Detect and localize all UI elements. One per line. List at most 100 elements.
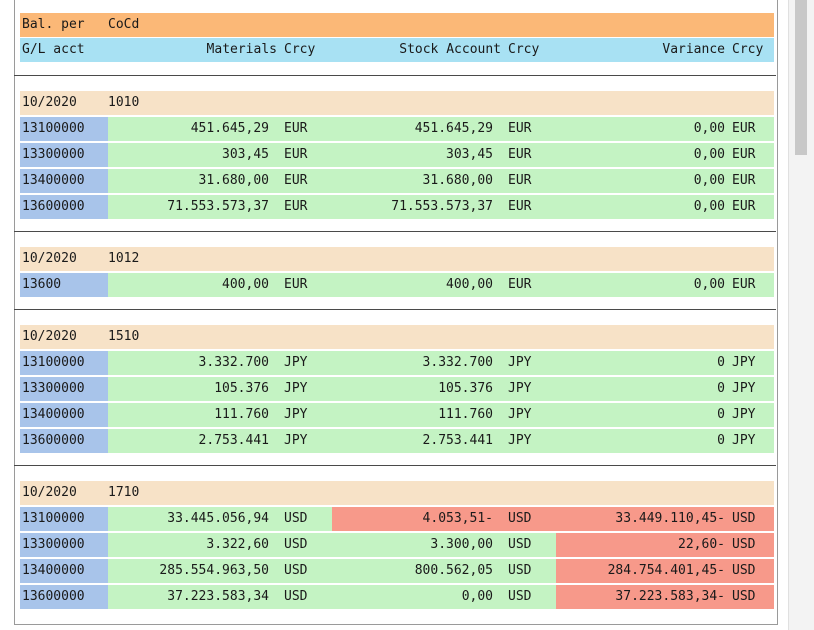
gl-account-cell[interactable]: 13400000 <box>20 169 108 193</box>
materials-cell: 2.753.441 JPY <box>108 429 332 453</box>
stock-account-cell: 0,00 USD <box>332 585 556 609</box>
period: 10/2020 <box>22 251 77 266</box>
materials-currency: EUR <box>284 199 308 214</box>
materials-currency: USD <box>284 511 308 526</box>
scrollbar-thumb[interactable] <box>795 0 807 155</box>
table-row[interactable]: 13100000 451.645,29 EUR 451.645,29 EUR 0,00 EU… <box>20 117 774 141</box>
stock-currency: EUR <box>508 173 532 188</box>
materials-cell: 71.553.573,37 EUR <box>108 195 332 219</box>
stock-amount: 451.645,29 <box>414 121 493 136</box>
gl-account-cell[interactable]: 13400000 <box>20 559 108 583</box>
gl-account: 13100000 <box>22 121 85 136</box>
col-crcy-stock[interactable]: Crcy <box>508 42 540 57</box>
gl-account-cell[interactable]: 13400000 <box>20 403 108 427</box>
variance-currency: EUR <box>732 121 756 136</box>
company-code: 1010 <box>108 95 140 110</box>
materials-amount: 71.553.573,37 <box>167 199 269 214</box>
gl-account-cell[interactable]: 13600000 <box>20 195 108 219</box>
table-row[interactable]: 13600000 71.553.573,37 EUR 71.553.573,37 EUR… <box>20 195 774 219</box>
stock-currency: JPY <box>508 355 532 370</box>
stock-account-cell: 111.760 JPY <box>332 403 556 427</box>
gl-account-cell[interactable]: 13100000 <box>20 351 108 375</box>
table-row[interactable]: 13600000 2.753.441 JPY 2.753.441 JPY 0 JPY <box>20 429 774 453</box>
table-row[interactable]: 13400000 31.680,00 EUR 31.680,00 EUR 0,00 EUR <box>20 169 774 193</box>
gl-account-cell[interactable]: 13300000 <box>20 533 108 557</box>
materials-cell: 3.322,60 USD <box>108 533 332 557</box>
col-materials[interactable]: Materials <box>206 42 277 57</box>
materials-cell: 303,45 EUR <box>108 143 332 167</box>
stock-account-cell: 400,00 EUR <box>332 273 556 297</box>
materials-amount: 37.223.583,34 <box>167 589 269 604</box>
gl-account: 13300000 <box>22 381 85 396</box>
materials-currency: EUR <box>284 121 308 136</box>
col-gl-acct[interactable]: G/L acct <box>22 42 85 57</box>
materials-currency: EUR <box>284 147 308 162</box>
materials-currency: JPY <box>284 381 308 396</box>
variance-cell: 37.223.583,34- USD <box>556 585 774 609</box>
variance-cell: 33.449.110,45- USD <box>556 507 774 531</box>
variance-amount: 0,00 <box>693 147 725 162</box>
gl-account: 13400000 <box>22 563 85 578</box>
stock-currency: USD <box>508 511 532 526</box>
col-variance[interactable]: Variance <box>662 42 725 57</box>
materials-currency: USD <box>284 589 308 604</box>
stock-amount: 303,45 <box>446 147 493 162</box>
table-row[interactable]: 13300000 303,45 EUR 303,45 EUR 0,00 EUR <box>20 143 774 167</box>
vertical-scrollbar[interactable] <box>788 0 814 630</box>
col-crcy-variance[interactable]: Crcy <box>732 42 764 57</box>
table-row[interactable]: 13300000 3.322,60 USD 3.300,00 USD 22,60- USD <box>20 533 774 557</box>
stock-currency: JPY <box>508 433 532 448</box>
stock-amount: 4.053,51- <box>422 511 493 526</box>
variance-amount: 284.754.401,45- <box>607 563 725 578</box>
variance-amount: 33.449.110,45- <box>615 511 725 526</box>
table-row[interactable]: 13600 400,00 EUR 400,00 EUR 0,00 EUR <box>20 273 774 297</box>
variance-cell: 284.754.401,45- USD <box>556 559 774 583</box>
variance-amount: 0,00 <box>693 173 725 188</box>
materials-amount: 303,45 <box>222 147 269 162</box>
stock-currency: USD <box>508 563 532 578</box>
variance-currency: JPY <box>732 407 756 422</box>
materials-amount: 31.680,00 <box>198 173 269 188</box>
materials-currency: USD <box>284 537 308 552</box>
period-header-row: 10/2020 1710 <box>20 481 774 505</box>
stock-currency: JPY <box>508 407 532 422</box>
group-separator <box>14 231 776 232</box>
table-row[interactable]: 13400000 285.554.963,50 USD 800.562,05 USD 28… <box>20 559 774 583</box>
stock-account-cell: 3.332.700 JPY <box>332 351 556 375</box>
table-row[interactable]: 13100000 33.445.056,94 USD 4.053,51- USD 33.4… <box>20 507 774 531</box>
gl-account-cell[interactable]: 13600000 <box>20 585 108 609</box>
gl-account-cell[interactable]: 13100000 <box>20 507 108 531</box>
col-stock-account[interactable]: Stock Account <box>399 42 501 57</box>
gl-account-cell[interactable]: 13100000 <box>20 117 108 141</box>
gl-account-cell[interactable]: 13600 <box>20 273 108 297</box>
group-separator <box>14 309 776 310</box>
variance-amount: 0,00 <box>693 199 725 214</box>
stock-currency: JPY <box>508 381 532 396</box>
materials-amount: 105.376 <box>214 381 269 396</box>
gl-account-cell[interactable]: 13300000 <box>20 143 108 167</box>
stock-account-cell: 451.645,29 EUR <box>332 117 556 141</box>
table-row[interactable]: 13600000 37.223.583,34 USD 0,00 USD 37.223.58… <box>20 585 774 609</box>
variance-amount: 0,00 <box>693 277 725 292</box>
stock-account-cell: 105.376 JPY <box>332 377 556 401</box>
gl-account: 13600000 <box>22 589 85 604</box>
variance-amount: 0 <box>717 355 725 370</box>
variance-cell: 22,60- USD <box>556 533 774 557</box>
materials-cell: 285.554.963,50 USD <box>108 559 332 583</box>
variance-currency: JPY <box>732 433 756 448</box>
table-row[interactable]: 13300000 105.376 JPY 105.376 JPY 0 JPY <box>20 377 774 401</box>
materials-currency: USD <box>284 563 308 578</box>
table-row[interactable]: 13400000 111.760 JPY 111.760 JPY 0 JPY <box>20 403 774 427</box>
gl-account-cell[interactable]: 13600000 <box>20 429 108 453</box>
gl-account: 13100000 <box>22 355 85 370</box>
period: 10/2020 <box>22 95 77 110</box>
header-cocd: CoCd <box>108 17 140 32</box>
variance-currency: JPY <box>732 381 756 396</box>
stock-account-cell: 4.053,51- USD <box>332 507 556 531</box>
table-row[interactable]: 13100000 3.332.700 JPY 3.332.700 JPY 0 JPY <box>20 351 774 375</box>
stock-amount: 111.760 <box>438 407 493 422</box>
col-crcy-materials[interactable]: Crcy <box>284 42 316 57</box>
variance-currency: USD <box>732 563 756 578</box>
variance-cell: 0,00 EUR <box>556 195 774 219</box>
gl-account-cell[interactable]: 13300000 <box>20 377 108 401</box>
